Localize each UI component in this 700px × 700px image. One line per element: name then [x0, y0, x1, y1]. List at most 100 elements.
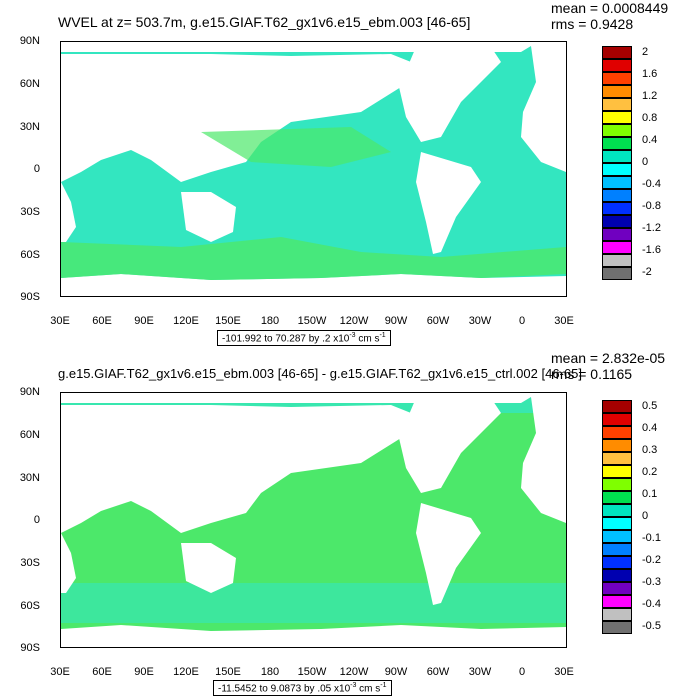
colorbar-box	[602, 517, 632, 530]
colorbar-box	[602, 137, 632, 150]
range-exponent: -3	[350, 682, 357, 689]
colorbar-box	[602, 608, 632, 621]
contour-range-box: -11.5452 to 9.0873 by .05 x10-3 cm s-1	[213, 680, 392, 697]
colorbar-box	[602, 46, 632, 59]
lon-tick-label: 30E	[50, 666, 70, 678]
colorbar: 2 1.6 1.2 0.8 0.4 0 -0.4 -0.8 -1.2 -1.6 …	[602, 46, 661, 286]
colorbar-label: -0.1	[642, 532, 661, 544]
lon-tick-label: 30E	[554, 666, 574, 678]
colorbar-box	[602, 98, 632, 111]
lat-tick-label: 30N	[19, 472, 40, 484]
colorbar-label: 0	[642, 510, 649, 522]
colorbar-box	[602, 439, 632, 452]
lon-tick-label: 150W	[297, 666, 327, 678]
lat-tick-label: 90N	[19, 386, 40, 398]
colorbar-box	[602, 569, 632, 582]
land-europe-east	[521, 397, 566, 523]
colorbar-box	[602, 413, 632, 426]
lat-tick-label: 30S	[20, 206, 40, 218]
colorbar-box	[602, 426, 632, 439]
map-plot	[60, 392, 567, 648]
colorbar-box	[602, 491, 632, 504]
lat-tick-label: 90N	[19, 35, 40, 47]
colorbar-box	[602, 189, 632, 202]
lat-tick-label: 60N	[19, 78, 40, 90]
colorbar-label: 0.4	[642, 134, 658, 146]
colorbar-box	[602, 202, 632, 215]
lat-tick-label: 90S	[20, 642, 40, 654]
lat-tick-label: 0	[33, 163, 40, 175]
range-exponent: -3	[349, 332, 356, 339]
colorbar-box	[602, 543, 632, 556]
colorbar-box	[602, 59, 632, 72]
colorbar-box	[602, 176, 632, 189]
lon-tick-label: 180	[260, 666, 280, 678]
lon-tick-label: 30E	[50, 315, 70, 327]
colorbar-box	[602, 241, 632, 254]
lon-tick-label: 120E	[173, 315, 199, 327]
colorbar-box	[602, 72, 632, 85]
land-eurasia-africa	[61, 405, 411, 533]
ocean-green-patch	[201, 127, 391, 167]
land-africa-south	[61, 533, 76, 593]
mean-value: mean = 2.832e-05	[551, 350, 666, 366]
colorbar-label: -0.3	[642, 576, 661, 588]
ocean-cyan-patch	[61, 583, 566, 623]
colorbar-box	[602, 504, 632, 517]
land-antarctica	[61, 625, 566, 647]
land-antarctica	[61, 274, 566, 296]
lat-tick-label: 60S	[20, 249, 40, 261]
colorbar-box	[602, 478, 632, 491]
colorbar-box	[602, 215, 632, 228]
colorbar-box	[602, 228, 632, 241]
colorbar-label: 0.2	[642, 466, 658, 478]
colorbar-box	[602, 254, 632, 267]
lon-tick-label: 90W	[384, 315, 408, 327]
lon-tick-label: 60W	[426, 666, 450, 678]
colorbar-label: -1.6	[642, 244, 661, 256]
range-unit-exponent: -1	[379, 332, 386, 339]
colorbar-label: 1.2	[642, 90, 658, 102]
lon-tick-label: 150E	[215, 315, 241, 327]
map-svg	[61, 393, 566, 647]
lon-tick-label: 120W	[339, 666, 369, 678]
colorbar: 0.5 0.4 0.3 0.2 0.1 0 -0.1 -0.2 -0.3 -0.…	[602, 400, 661, 640]
lon-tick-label: 150E	[215, 666, 241, 678]
colorbar-box	[602, 582, 632, 595]
colorbar-label: 0	[642, 156, 649, 168]
map-svg	[61, 42, 566, 296]
land-south-america	[416, 503, 481, 605]
land-north-america	[399, 398, 501, 493]
range-unit-exponent: -1	[380, 682, 387, 689]
land-australia	[181, 543, 236, 593]
colorbar-label: 0.5	[642, 400, 658, 412]
colorbar-box	[602, 111, 632, 124]
lon-tick-label: 180	[260, 315, 280, 327]
rms-value: rms = 0.9428	[551, 16, 634, 32]
colorbar-box	[602, 400, 632, 413]
map-plot	[60, 41, 567, 297]
lon-tick-label: 0	[518, 315, 526, 327]
panel-top: WVEL at z= 503.7m, g.e15.GIAF.T62_gx1v6.…	[19, 0, 668, 347]
lon-tick-label: 60E	[92, 666, 112, 678]
ocean-green-patch	[61, 237, 566, 280]
colorbar-label: 0.8	[642, 112, 658, 124]
colorbar-box	[602, 530, 632, 543]
lat-tick-label: 60S	[20, 600, 40, 612]
lon-tick-label: 150W	[297, 315, 327, 327]
range-text: -11.5452 to 9.0873 by .05 x10	[218, 683, 351, 695]
lon-tick-label: 90E	[134, 315, 154, 327]
lat-tick-label: 30N	[19, 121, 40, 133]
land-south-america	[416, 152, 481, 254]
range-unit: cm s	[355, 333, 380, 345]
range-text: -101.992 to 70.287 by .2 x10	[222, 333, 350, 345]
lon-tick-label: 30W	[468, 666, 492, 678]
land-north-america	[399, 47, 501, 142]
contour-range-box: -101.992 to 70.287 by .2 x10-3 cm s-1	[217, 330, 391, 347]
colorbar-box	[602, 556, 632, 569]
colorbar-label: -2	[642, 266, 652, 278]
land-australia	[181, 192, 236, 242]
colorbar-label: 0.1	[642, 488, 658, 500]
colorbar-box	[602, 595, 632, 608]
colorbar-box	[602, 267, 632, 280]
